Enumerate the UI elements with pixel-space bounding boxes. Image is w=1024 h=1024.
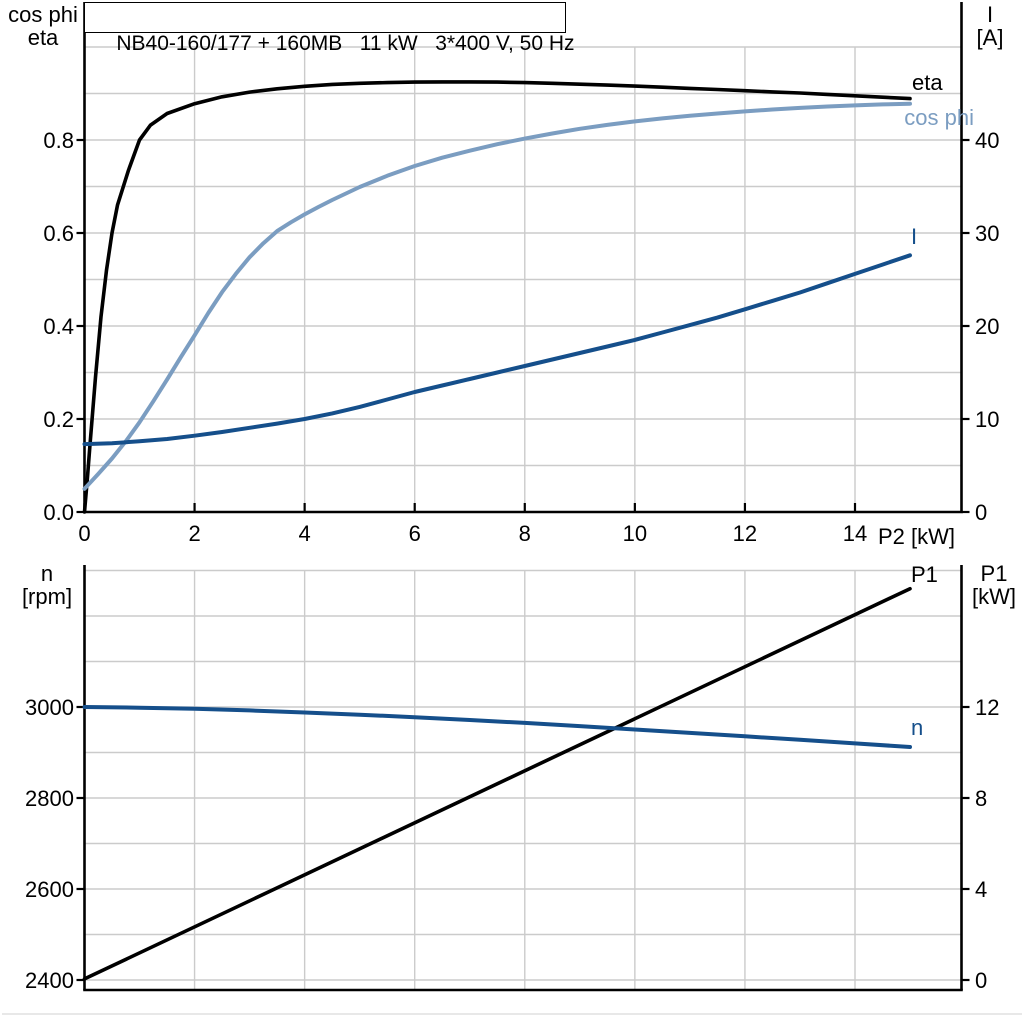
speed-axis-unit-label: [rpm] bbox=[21, 584, 73, 609]
curve-cos-phi bbox=[82, 101, 912, 491]
x-axis-tick-label: 6 bbox=[409, 521, 421, 546]
left-axis-tick-label: 0.2 bbox=[43, 407, 74, 432]
cos-phi-axis-label: cos phi bbox=[8, 2, 78, 27]
left-axis-tick-label: 2600 bbox=[25, 877, 74, 902]
left-axis-tick-label: 0.4 bbox=[43, 314, 74, 339]
curve-label-n: n bbox=[911, 715, 923, 740]
right-axis-tick-label: 10 bbox=[975, 407, 999, 432]
chart-title: NB40-160/177 + 160MB 11 kW 3*400 V, 50 H… bbox=[116, 32, 575, 55]
left-axis-tick-label: 2400 bbox=[25, 968, 74, 993]
left-axis-tick-label: 3000 bbox=[25, 695, 74, 720]
x-axis-tick-label: 2 bbox=[188, 521, 200, 546]
curve-label-eta: eta bbox=[912, 70, 943, 95]
x-axis-tick-label: 0 bbox=[78, 521, 90, 546]
curve-P1 bbox=[82, 586, 912, 981]
right-axis-tick-label: 4 bbox=[975, 877, 987, 902]
input-power-axis-unit-label: [kW] bbox=[972, 584, 1016, 609]
right-axis-tick-label: 8 bbox=[975, 786, 987, 811]
left-axis-tick-label: 2800 bbox=[25, 786, 74, 811]
x-axis-tick-label: 4 bbox=[299, 521, 311, 546]
bottom-chart-left-axis-title: n [rpm] bbox=[8, 562, 86, 608]
curve-I bbox=[82, 253, 912, 447]
curve-eta bbox=[82, 80, 912, 514]
current-axis-label: I bbox=[986, 2, 994, 27]
x-axis-tick-label: 10 bbox=[623, 521, 647, 546]
left-axis-tick-label: 0.6 bbox=[43, 221, 74, 246]
right-axis-tick-label: 0 bbox=[975, 968, 987, 993]
input-power-axis-label: P1 bbox=[980, 561, 1008, 586]
bottom-chart-right-axis-title: P1 [kW] bbox=[964, 562, 1024, 608]
top-chart-left-axis-title: cos phi eta bbox=[4, 3, 82, 49]
right-axis-tick-label: 30 bbox=[975, 221, 999, 246]
x-axis-tick-label: 12 bbox=[733, 521, 757, 546]
chart-title-box: NB40-160/177 + 160MB 11 kW 3*400 V, 50 H… bbox=[84, 2, 575, 55]
curve-label-cos-phi: cos phi bbox=[904, 105, 974, 130]
curve-n bbox=[82, 705, 912, 749]
left-axis-tick-label: 0.8 bbox=[43, 128, 74, 153]
current-axis-unit-label: [A] bbox=[976, 25, 1004, 50]
curve-label-P1: P1 bbox=[911, 562, 938, 587]
eta-axis-label: eta bbox=[27, 25, 59, 50]
right-axis-tick-label: 12 bbox=[975, 695, 999, 720]
top-chart-right-axis-title: I [A] bbox=[958, 3, 1022, 49]
x-axis-title: P2 [kW] bbox=[878, 524, 956, 549]
curve-label-I: I bbox=[911, 224, 917, 249]
right-axis-tick-label: 0 bbox=[975, 500, 987, 525]
x-axis-tick-label: 14 bbox=[843, 521, 867, 546]
left-axis-tick-label: 0.0 bbox=[43, 500, 74, 525]
right-axis-tick-label: 40 bbox=[975, 128, 999, 153]
x-axis-tick-label: 8 bbox=[519, 521, 531, 546]
right-axis-tick-label: 20 bbox=[975, 314, 999, 339]
speed-axis-label: n bbox=[40, 561, 54, 586]
